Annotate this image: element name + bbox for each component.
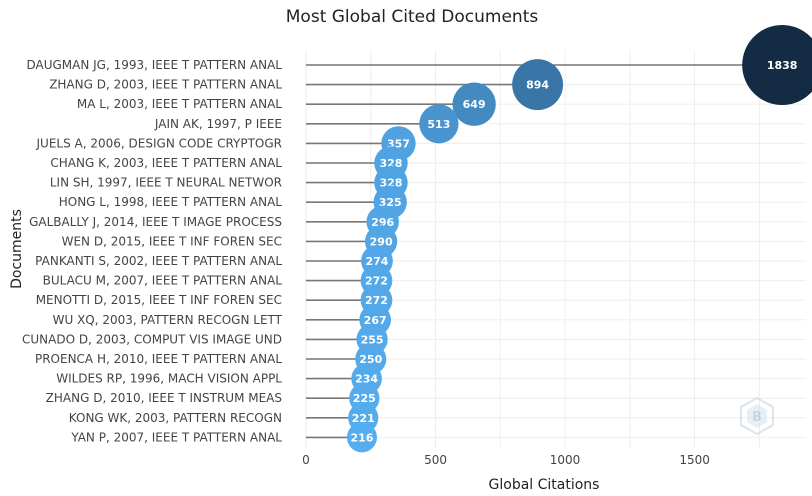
document-label: WILDES RP, 1996, MACH VISION APPL — [56, 372, 282, 386]
document-label: WU XQ, 2003, PATTERN RECOGN LETT — [53, 313, 283, 327]
y-axis-title: Documents — [9, 209, 25, 289]
svg-text:B: B — [752, 410, 762, 425]
document-label: PROENCA H, 2010, IEEE T PATTERN ANAL — [35, 352, 282, 366]
bubble-layer: 1838894649513357328328325296290274272272… — [346, 25, 812, 453]
citation-value-label: 216 — [350, 431, 373, 444]
citation-value-label: 221 — [352, 412, 375, 425]
chart-title: Most Global Cited Documents — [286, 7, 539, 27]
document-label: MENOTTI D, 2015, IEEE T INF FOREN SEC — [36, 293, 282, 307]
x-axis-title: Global Citations — [489, 477, 600, 492]
document-label: CUNADO D, 2003, COMPUT VIS IMAGE UND — [22, 332, 282, 346]
y-tick-labels: DAUGMAN JG, 1993, IEEE T PATTERN ANAL ZHA… — [22, 58, 283, 444]
x-tick-label: 500 — [424, 453, 447, 467]
citation-value-label: 267 — [364, 314, 387, 327]
citation-value-label: 894 — [526, 79, 549, 92]
citation-value-label: 328 — [379, 157, 402, 170]
document-label: ZHANG D, 2003, IEEE T PATTERN ANAL — [49, 78, 282, 92]
citation-value-label: 513 — [427, 118, 450, 131]
document-label: HONG L, 1998, IEEE T PATTERN ANAL — [59, 195, 283, 209]
document-label: KONG WK, 2003, PATTERN RECOGN — [69, 411, 282, 425]
document-label: YAN P, 2007, IEEE T PATTERN ANAL — [70, 430, 282, 444]
citation-bubble[interactable] — [419, 104, 459, 144]
citation-bubble[interactable] — [346, 422, 377, 453]
citation-value-label: 234 — [355, 373, 378, 386]
bibliometrix-logo-icon: B — [740, 396, 774, 436]
citation-bubble[interactable] — [742, 25, 812, 105]
document-label: BULACU M, 2007, IEEE T PATTERN ANAL — [43, 274, 283, 288]
x-tick-label: 1000 — [550, 453, 581, 467]
x-tick-label: 1500 — [679, 453, 710, 467]
document-label: MA L, 2003, IEEE T PATTERN ANAL — [77, 97, 282, 111]
citation-value-label: 250 — [359, 353, 382, 366]
citation-value-label: 272 — [365, 275, 388, 288]
document-label: GALBALLY J, 2014, IEEE T IMAGE PROCESS — [29, 215, 282, 229]
document-label: LIN SH, 1997, IEEE T NEURAL NETWOR — [50, 176, 282, 190]
citation-value-label: 1838 — [767, 59, 798, 72]
document-label: DAUGMAN JG, 1993, IEEE T PATTERN ANAL — [26, 58, 282, 72]
document-label: WEN D, 2015, IEEE T INF FOREN SEC — [62, 234, 282, 248]
citation-value-label: 274 — [366, 255, 389, 268]
citation-value-label: 272 — [365, 294, 388, 307]
document-label: PANKANTI S, 2002, IEEE T PATTERN ANAL — [35, 254, 282, 268]
document-label: JUELS A, 2006, DESIGN CODE CRYPTOGR — [36, 136, 282, 150]
document-label: CHANG K, 2003, IEEE T PATTERN ANAL — [50, 156, 282, 170]
citation-bubble[interactable] — [452, 82, 496, 126]
citation-value-label: 255 — [361, 333, 384, 346]
citation-value-label: 296 — [371, 216, 394, 229]
document-label: JAIN AK, 1997, P IEEE — [154, 117, 282, 131]
document-label: ZHANG D, 2010, IEEE T INSTRUM MEAS — [46, 391, 282, 405]
citation-value-label: 290 — [370, 235, 393, 248]
citation-value-label: 649 — [463, 98, 486, 111]
citation-value-label: 225 — [353, 392, 376, 405]
x-tick-label: 0 — [302, 453, 310, 467]
citation-bubble[interactable] — [512, 59, 564, 111]
x-tick-labels: 0 500 1000 1500 — [302, 453, 710, 467]
